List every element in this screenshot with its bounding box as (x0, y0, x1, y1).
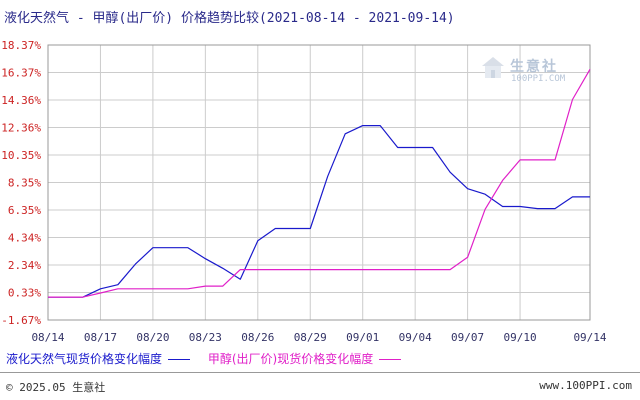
y-tick-label: 18.37% (1, 39, 41, 52)
watermark-url: 100PPI.COM (511, 74, 566, 84)
y-tick-label: 6.35% (8, 204, 41, 217)
plot-frame (47, 44, 591, 321)
y-tick-label: -1.67% (1, 314, 41, 327)
x-tick-label: 09/04 (399, 331, 432, 344)
x-tick-label: 09/14 (573, 331, 606, 344)
series-lines (48, 68, 591, 298)
grid (47, 44, 591, 321)
y-tick-label: 12.36% (1, 121, 41, 134)
x-tick-label: 08/29 (294, 331, 327, 344)
x-tick-label: 09/07 (451, 331, 484, 344)
y-tick-label: 10.35% (1, 149, 41, 162)
legend-label-lng: 液化天然气现货价格变化幅度 (6, 352, 163, 366)
chart-title-text: 液化天然气 - 甲醇(出厂价) 价格趋势比较 (4, 11, 259, 26)
chart-date-range: (2021-08-14 - 2021-09-14) (258, 11, 455, 26)
legend-label-methanol: 甲醇(出厂价)现货价格变化幅度 (207, 352, 374, 366)
x-tick-label: 08/20 (136, 331, 169, 344)
footer-site-link[interactable]: www.100PPI.com (539, 379, 632, 392)
y-tick-label: 14.36% (1, 94, 41, 107)
footer-divider (0, 372, 640, 373)
x-tick-label: 08/23 (189, 331, 222, 344)
y-tick-label: 2.34% (8, 259, 41, 272)
watermark-logo-icon (482, 57, 504, 78)
legend-item-lng: 液化天然气现货价格变化幅度 (6, 350, 191, 367)
axes: 18.37% 16.37% 14.36% 12.36% 10.35% 8.35% 6.35%… (1, 39, 607, 344)
series-line-2 (48, 68, 591, 298)
x-tick-label: 08/26 (241, 331, 274, 344)
y-tick-label: 4.34% (8, 232, 41, 245)
legend: 液化天然气现货价格变化幅度 甲醇(出厂价)现货价格变化幅度 (6, 350, 415, 367)
x-tick-label: 08/17 (84, 331, 117, 344)
watermark-name: 生意社 (510, 59, 558, 75)
legend-swatch-methanol (379, 359, 402, 360)
series-line-1 (48, 124, 590, 298)
x-tick-label: 09/10 (504, 331, 537, 344)
chart-title: 液化天然气 - 甲醇(出厂价) 价格趋势比较(2021-08-14 - 2021… (4, 7, 455, 26)
y-tick-label: 0.33% (8, 287, 41, 300)
footer-copyright: © 2025.05 生意社 (6, 381, 106, 394)
x-tick-label: 08/14 (31, 331, 64, 344)
legend-swatch-lng (168, 359, 191, 360)
legend-item-methanol: 甲醇(出厂价)现货价格变化幅度 (207, 350, 402, 367)
x-tick-label: 09/01 (346, 331, 379, 344)
y-tick-label: 16.37% (1, 66, 41, 79)
y-tick-label: 8.35% (8, 177, 41, 190)
